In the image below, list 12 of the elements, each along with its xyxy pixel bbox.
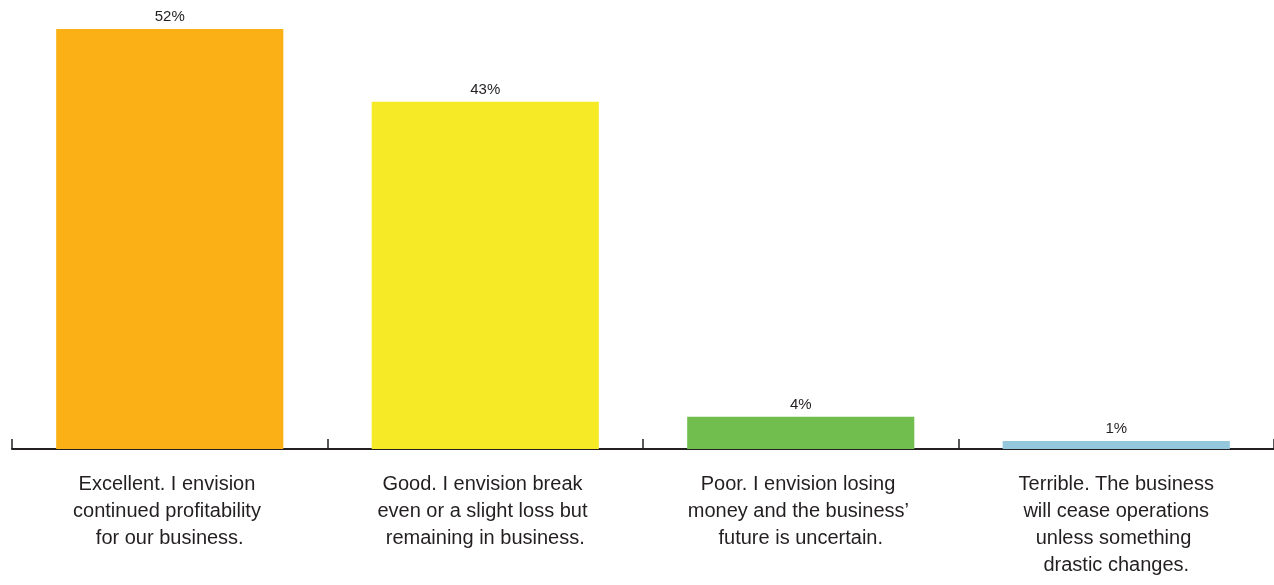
bar (1002, 440, 1230, 449)
x-tick-label: Excellent. I envision continued profitability for our business. (73, 471, 267, 548)
data-label: 43% (470, 79, 501, 97)
data-label: 1% (1105, 418, 1128, 436)
x-tick-label: Poor. I envision losing money and the business’ future is uncertain. (687, 471, 914, 548)
x-tick-label: Good. I envision break even or a slight loss but remaining in business. (377, 471, 594, 548)
bar (371, 101, 599, 449)
bar (687, 416, 915, 449)
data-label: 52% (154, 7, 185, 24)
data-label: 4% (789, 394, 812, 412)
x-tick-label: Terrible. The business will cease operations unless something drastic changes. (1017, 471, 1215, 575)
bar (56, 29, 284, 449)
